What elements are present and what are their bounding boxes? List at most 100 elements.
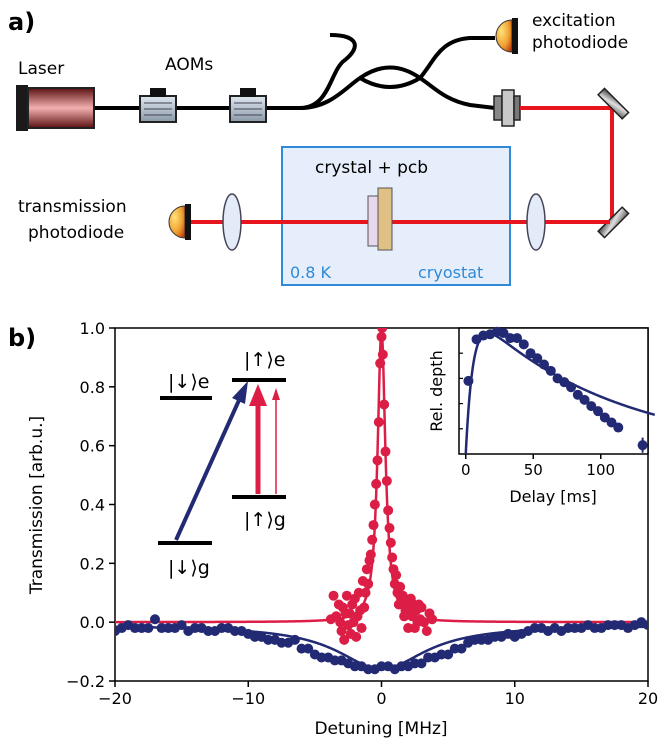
x-tick-label: 20: [638, 689, 658, 708]
data-point-1: [377, 328, 388, 333]
panel-b: b) −20 −10 0 10 20 −0.2 0.0 0.2 0.4 0.6 0.8 1.0 Det…: [8, 319, 658, 738]
data-point-1: [371, 478, 382, 489]
data-point-1: [369, 499, 380, 510]
data-point-0: [303, 643, 314, 654]
data-point-0: [289, 634, 300, 645]
excitation-label-1: excitation: [532, 11, 616, 31]
crystal-icon: [367, 195, 379, 247]
data-point-1: [328, 590, 339, 601]
laser-icon: [16, 85, 95, 131]
excitation-label-2: photodiode: [532, 33, 628, 53]
data-point-0: [443, 649, 454, 660]
red-arrow-head: [249, 384, 267, 406]
x-tick-label: −20: [98, 689, 132, 708]
data-point-1: [391, 570, 402, 581]
data-point-1: [385, 537, 396, 548]
data-point-0: [416, 658, 427, 669]
data-point-1: [395, 581, 406, 592]
data-point-0: [149, 614, 160, 625]
data-point-1: [356, 623, 367, 634]
transmission-label-1: transmission: [18, 197, 127, 217]
label-up-g: |↑⟩g: [244, 509, 286, 531]
data-point-0: [643, 620, 648, 631]
data-point-1: [384, 523, 395, 534]
data-point-1: [367, 534, 378, 545]
blue-arrow-head: [232, 381, 248, 404]
inset-data-point: [545, 365, 556, 376]
data-point-1: [373, 417, 384, 428]
data-point-1: [336, 625, 347, 636]
laser-label: Laser: [18, 59, 64, 79]
blue-transition-arrow: [174, 397, 242, 541]
data-point-0: [176, 620, 187, 631]
data-point-1: [416, 602, 427, 613]
y-tick-label: 0.4: [80, 496, 105, 515]
excitation-photodiode-icon: [495, 18, 518, 54]
data-point-1: [376, 331, 387, 342]
aoms-label: AOMs: [165, 55, 213, 75]
data-point-1: [344, 608, 355, 619]
data-point-1: [341, 590, 352, 601]
lens-icon: [222, 193, 242, 251]
data-point-1: [361, 564, 372, 575]
inset-data-point: [463, 375, 474, 386]
inset-x-tick-label: 50: [524, 461, 543, 479]
aom-icon: [139, 88, 177, 123]
mirror-icon: [597, 206, 630, 239]
transmission-label-2: photodiode: [28, 223, 124, 243]
temperature-label: 0.8 K: [290, 263, 332, 282]
inset-data-point: [613, 422, 624, 433]
data-point-1: [375, 358, 386, 369]
label-down-g: |↓⟩g: [168, 557, 210, 579]
mirror-icon: [597, 87, 630, 120]
cryostat-box: [281, 146, 511, 286]
inset-data-point: [579, 394, 590, 405]
data-point-0: [143, 623, 154, 634]
collimator-icon: [493, 89, 521, 127]
inset-y-axis-label: Rel. depth: [427, 350, 446, 431]
fit-curve-1: [115, 328, 648, 624]
x-tick-label: −10: [231, 689, 265, 708]
data-point-1: [372, 455, 383, 466]
inset-data-point: [518, 339, 529, 350]
main-y-axis-label: Transmission [arb.u.]: [27, 416, 47, 595]
y-tick-label: 0.8: [80, 378, 105, 397]
inset-background: [459, 328, 648, 454]
label-down-e: |↓⟩e: [168, 371, 209, 393]
crystal-label: crystal + pcb: [315, 158, 428, 178]
inset-data-point: [593, 406, 604, 417]
data-point-1: [351, 631, 362, 642]
transmission-photodiode-icon: [168, 204, 191, 240]
data-point-1: [363, 578, 374, 589]
data-point-1: [421, 625, 432, 636]
y-tick-label: 0.2: [80, 554, 105, 573]
inset-plot-area: [463, 326, 656, 455]
inset-axis-ticks: 0 50 100: [459, 352, 615, 479]
data-point-1: [339, 634, 350, 645]
inset-x-tick-label: 100: [586, 461, 615, 479]
y-tick-label: 0.0: [80, 613, 105, 632]
optical-fibre: [95, 33, 496, 110]
label-up-e: |↑⟩e: [244, 349, 285, 371]
lens-icon: [526, 193, 546, 251]
inset-x-tick-label: 0: [461, 461, 471, 479]
cryostat-label: cryostat: [418, 263, 483, 282]
x-tick-label: 10: [505, 689, 525, 708]
main-axis-ticks: −20 −10 0 10 20 −0.2 0.0 0.2 0.4 0.6 0.8 1.0: [66, 319, 658, 708]
main-plot-area: [115, 328, 648, 675]
data-point-0: [456, 643, 467, 654]
data-point-1: [368, 520, 379, 531]
y-tick-label: −0.2: [66, 672, 105, 691]
inset-data-point: [512, 333, 523, 344]
data-point-1: [360, 587, 371, 598]
data-point-1: [419, 617, 430, 628]
data-point-1: [377, 349, 388, 360]
panel-a: a) Laser AOMs excitat: [8, 8, 630, 286]
inset-x-axis-label: Delay [ms]: [509, 487, 596, 506]
red-thin-arrow-head: [272, 388, 280, 400]
aom-icon: [229, 88, 267, 123]
data-point-1: [383, 505, 394, 516]
level-diagram: |↓⟩e |↑⟩e |↑⟩g |↓⟩g: [158, 349, 286, 579]
data-point-1: [335, 617, 346, 628]
